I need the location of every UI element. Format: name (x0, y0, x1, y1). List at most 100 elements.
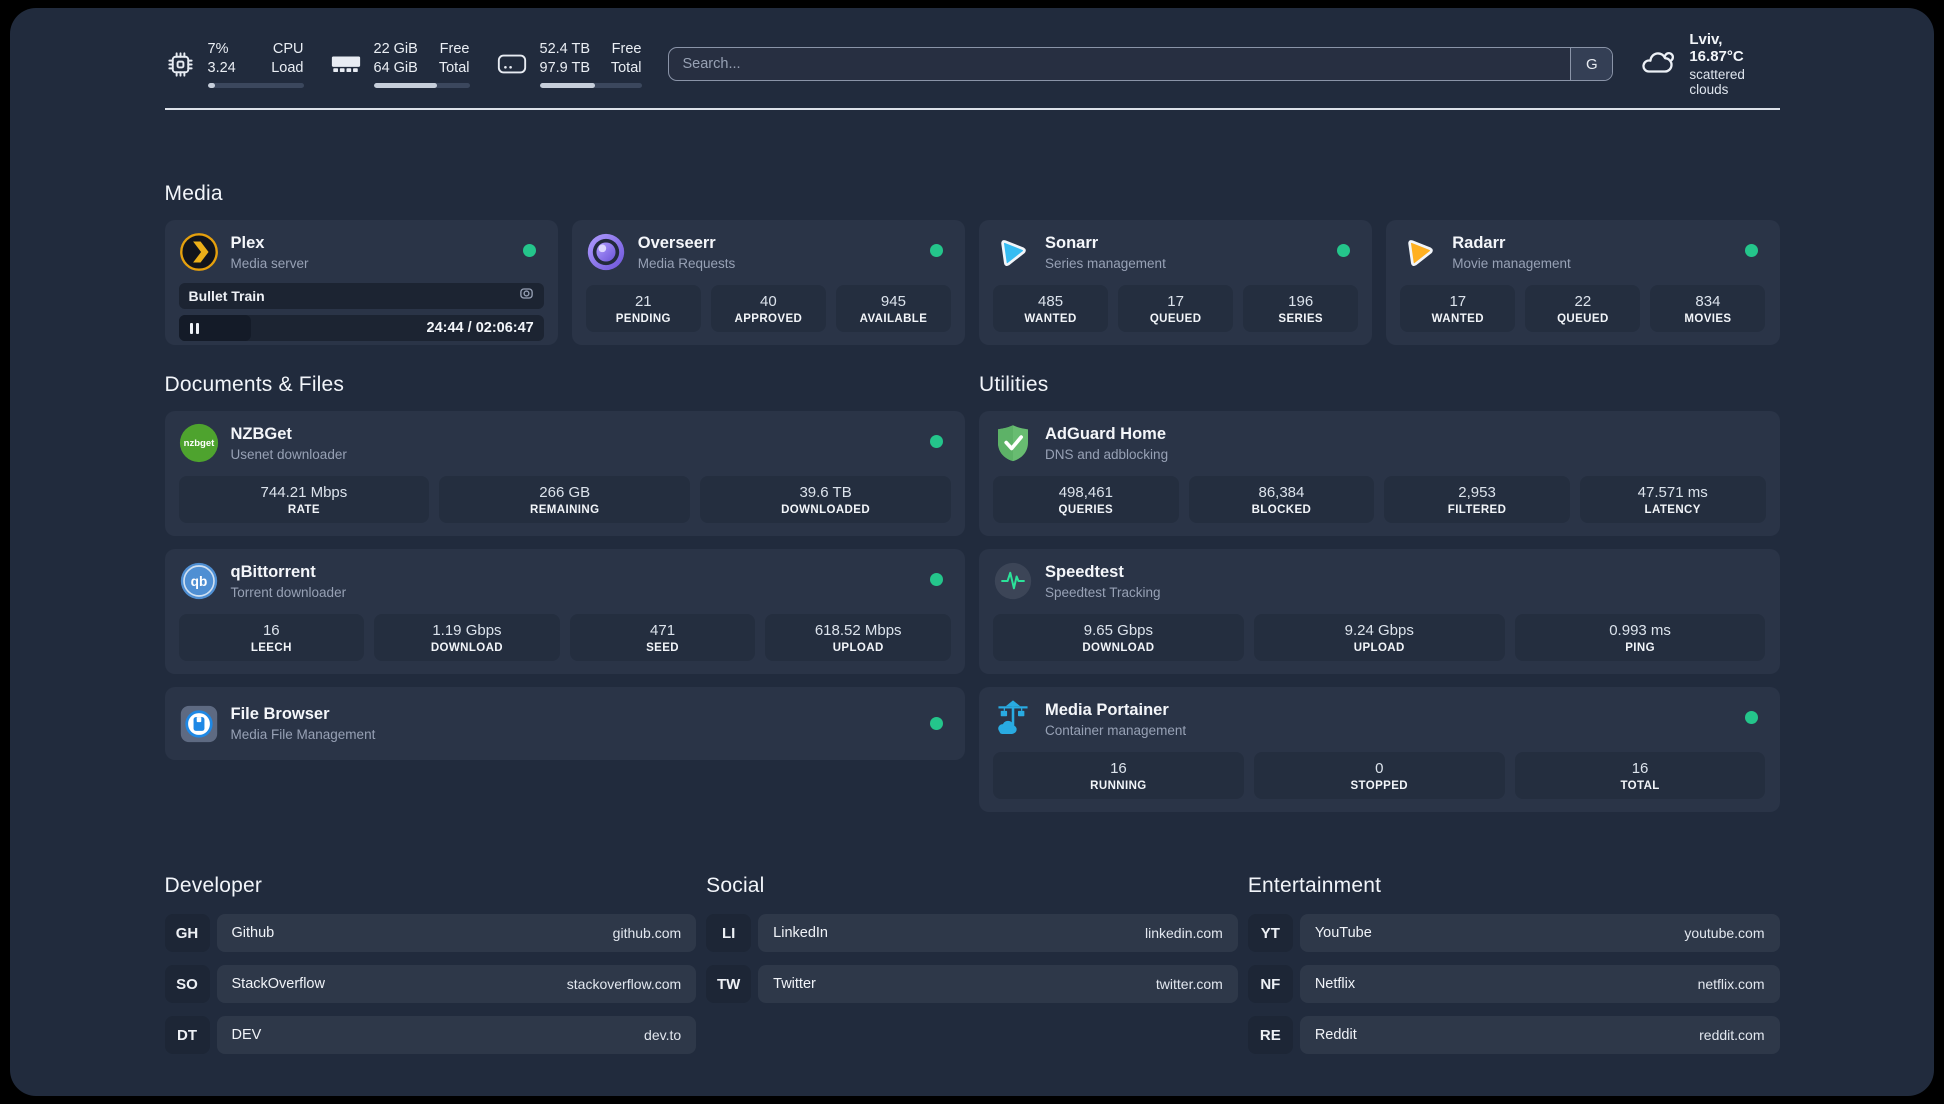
cpu-chip-icon (165, 49, 196, 80)
ram-icon (330, 51, 362, 77)
portainer-crane-icon (993, 699, 1033, 739)
cpu-progress-bar (207, 82, 304, 88)
search-engine-button[interactable]: G (1570, 48, 1613, 80)
ram-progress-bar (373, 82, 470, 88)
radarr-icon (1400, 232, 1440, 272)
app-description: Media Requests (637, 255, 736, 271)
weather-location: Lviv, 16.87°C (1689, 31, 1744, 65)
stat-tile: 40 APPROVED (710, 285, 826, 332)
section-title-entertainment: Entertainment (1247, 874, 1382, 897)
stat-tile: 16 LEECH (178, 614, 365, 661)
app-card-overseerr[interactable]: Overseerr Media Requests 21 PENDING 40 APP… (571, 220, 965, 345)
link-abbrev-badge: DT (164, 1016, 210, 1054)
link-url: twitter.com (1155, 976, 1223, 992)
disk-free-value: 52.4 TB (539, 41, 591, 58)
app-name: qBittorrent (230, 562, 316, 581)
link-abbrev-badge: LI (706, 914, 752, 952)
link-name: Github (231, 925, 275, 941)
section-title-utilities: Utilities (979, 373, 1049, 396)
section-title-developer: Developer (164, 874, 263, 897)
stat-tile: 266 GB REMAINING (439, 476, 691, 523)
link-name: LinkedIn (773, 925, 828, 941)
stat-tile: 21 PENDING (585, 285, 701, 332)
link-url: youtube.com (1684, 925, 1765, 941)
app-card-sonarr[interactable]: Sonarr Series management 485 WANTED 17 QUE… (979, 220, 1373, 345)
social-links-column: Social LI LinkedIn linkedin.com TW Twitte… (706, 874, 1238, 1054)
link-item-youtube[interactable]: YT YouTube youtube.com (1247, 914, 1780, 952)
link-item-linkedin[interactable]: LI LinkedIn linkedin.com (706, 914, 1238, 952)
media-grid: Plex Media server Bullet Train (164, 220, 1780, 345)
stat-tile: 1.19 Gbps DOWNLOAD (374, 614, 560, 661)
stat-tile: 9.24 Gbps UPLOAD (1253, 614, 1505, 661)
stat-tile: 39.6 TB DOWNLOADED (700, 476, 951, 523)
camera-icon (519, 286, 534, 306)
pause-button[interactable] (178, 315, 251, 341)
plex-icon (179, 232, 219, 272)
disk-total-value: 97.9 TB (539, 60, 591, 76)
app-card-portainer[interactable]: Media Portainer Container management 16 R… (979, 687, 1780, 812)
app-card-speedtest[interactable]: Speedtest Speedtest Tracking 9.65 Gbps DO… (979, 549, 1780, 674)
link-abbrev-badge: SO (164, 965, 210, 1003)
app-card-plex[interactable]: Plex Media server Bullet Train (164, 220, 558, 345)
app-name: File Browser (230, 705, 330, 723)
link-url: netflix.com (1697, 976, 1765, 992)
cpu-usage-label: CPU (272, 41, 304, 58)
stat-tile: 471 SEED (569, 614, 756, 661)
stat-tile: 618.52 Mbps UPLOAD (765, 614, 951, 661)
stat-tile: 2,953 FILTERED (1384, 476, 1570, 523)
documents-column: Documents & Files nzbget NZBGet U (164, 373, 965, 812)
utilities-column: Utilities AdGuard Home (979, 373, 1780, 812)
ram-total-value: 64 GiB (373, 60, 418, 76)
status-online-dot (522, 244, 536, 257)
app-card-filebrowser[interactable]: File Browser Media File Management (164, 687, 965, 760)
stat-tile: 17 WANTED (1400, 285, 1516, 332)
ram-free-label: Free (439, 41, 470, 58)
header-divider (164, 108, 1780, 110)
disk-stat: 52.4 TB Free 97.9 TB Total (496, 40, 642, 88)
disk-free-label: Free (611, 41, 642, 58)
app-description: Usenet downloader (230, 446, 347, 462)
link-item-stackoverflow[interactable]: SO StackOverflow stackoverflow.com (164, 965, 697, 1003)
adguard-shield-icon (993, 423, 1033, 463)
dashboard-panel: 7% CPU 3.24 Load 22 GiB Free (10, 8, 1934, 1096)
developer-links-column: Developer GH Github github.com SO StackOv… (164, 874, 697, 1054)
app-name: Radarr (1452, 233, 1506, 252)
app-description: Media File Management (230, 727, 376, 742)
stat-tile: 0 STOPPED (1253, 752, 1505, 799)
app-card-radarr[interactable]: Radarr Movie management 17 WANTED 22 QUEUE… (1386, 220, 1780, 345)
link-name: DEV (231, 1027, 262, 1043)
link-name: Twitter (773, 976, 816, 992)
cpu-stat: 7% CPU 3.24 Load (165, 40, 304, 88)
app-name: NZBGet (230, 424, 292, 443)
app-card-adguard[interactable]: AdGuard Home DNS and adblocking 498,461 Q… (979, 411, 1780, 536)
cpu-usage-value: 7% (207, 41, 229, 58)
svg-text:nzbget: nzbget (183, 438, 215, 449)
svg-text:qb: qb (190, 574, 207, 589)
link-name: Netflix (1314, 976, 1356, 992)
link-item-netflix[interactable]: NF Netflix netflix.com (1247, 965, 1780, 1003)
link-abbrev-badge: RE (1247, 1016, 1293, 1054)
app-card-qbittorrent[interactable]: qb qBittorrent Torrent downloader 16 LEEC… (164, 549, 965, 674)
entertainment-links-column: Entertainment YT YouTube youtube.com NF N… (1247, 874, 1780, 1054)
stat-tile: 17 QUEUED (1118, 285, 1234, 332)
link-name: Reddit (1314, 1027, 1357, 1043)
app-description: Series management (1045, 255, 1166, 271)
status-online-dot (930, 244, 943, 257)
stat-tile: 0.993 ms PING (1514, 614, 1766, 661)
app-description: DNS and adblocking (1045, 446, 1169, 462)
link-item-github[interactable]: GH Github github.com (164, 914, 697, 952)
hard-drive-icon (496, 51, 528, 77)
cpu-load-label: Load (271, 60, 304, 76)
search-input[interactable] (668, 48, 1571, 80)
link-item-reddit[interactable]: RE Reddit reddit.com (1247, 1016, 1780, 1054)
weather-widget: Lviv, 16.87°C scattered clouds (1637, 31, 1779, 97)
app-card-nzbget[interactable]: nzbget NZBGet Usenet downloader 744.21 M… (164, 411, 965, 536)
sonarr-icon (993, 232, 1033, 272)
link-item-twitter[interactable]: TW Twitter twitter.com (706, 965, 1238, 1003)
link-url: dev.to (644, 1027, 682, 1043)
filebrowser-icon (179, 704, 219, 744)
stat-tile: 498,461 QUERIES (993, 476, 1179, 523)
link-item-dev[interactable]: DT DEV dev.to (164, 1016, 697, 1054)
nzbget-icon: nzbget (179, 423, 219, 463)
status-online-dot (930, 573, 943, 586)
